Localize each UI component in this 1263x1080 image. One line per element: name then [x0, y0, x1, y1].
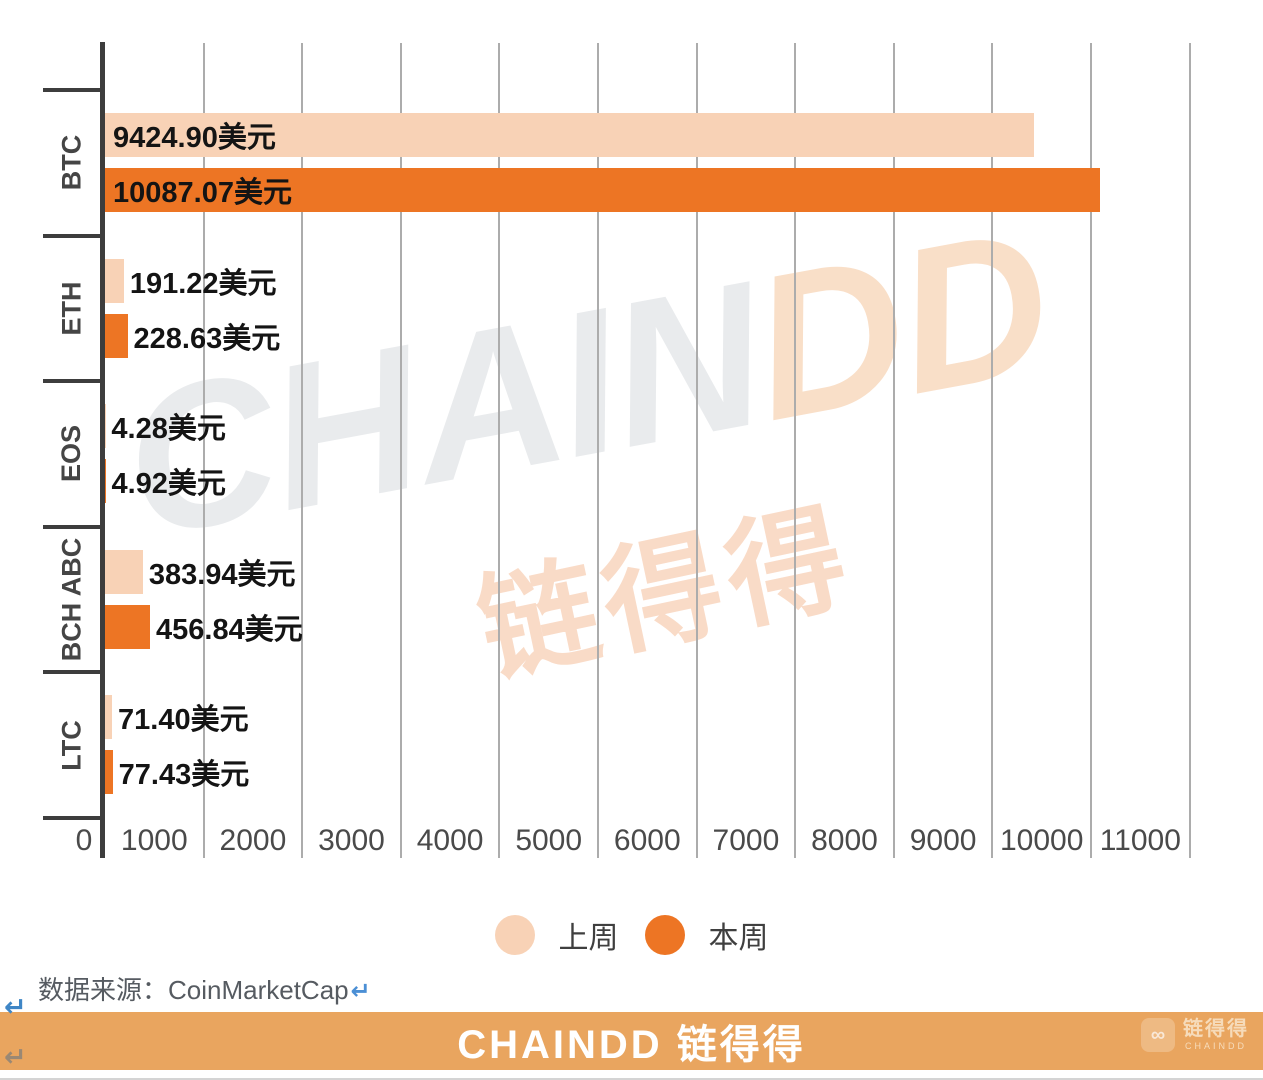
footer-banner: CHAINDD 链得得 ∞ 链得得 CHAINDD	[0, 1012, 1263, 1070]
x-axis-label: 8000	[811, 824, 878, 857]
gridline	[399, 43, 402, 858]
legend-item: 上周	[494, 913, 619, 957]
gridline	[794, 43, 797, 858]
brand-logo-text: 链得得 CHAINDD	[1183, 1019, 1249, 1051]
x-axis-label: 9000	[909, 824, 977, 857]
gridline	[1090, 43, 1092, 858]
value-label: 4.92美元	[111, 468, 226, 501]
category-tick	[43, 233, 105, 238]
category-label-text: EOS	[56, 425, 87, 483]
gridline	[1188, 43, 1191, 858]
source-note-text: 数据来源：CoinMarketCap	[38, 975, 349, 1005]
x-axis-label: 7000	[712, 824, 780, 857]
gridline	[202, 43, 205, 858]
category-tick	[43, 524, 105, 529]
bar-bch-abc-thisweek	[105, 604, 151, 649]
legend: 上周 本周	[0, 910, 1263, 960]
x-axis-label: 0	[75, 824, 93, 857]
value-label: 77.43美元	[118, 759, 250, 792]
value-label: 456.84美元	[156, 613, 303, 646]
category-label-ltc: LTC	[44, 672, 100, 818]
gridline	[498, 43, 501, 858]
x-axis-label: 3000	[318, 824, 385, 857]
value-label: 9424.90美元	[113, 122, 276, 154]
category-label-btc: BTC	[44, 90, 100, 236]
gridline	[695, 43, 698, 858]
bar-ltc-lastweek	[105, 695, 113, 740]
legend-label: 上周	[558, 922, 619, 955]
category-label-eos: EOS	[44, 381, 100, 527]
value-label: 4.28美元	[111, 413, 226, 446]
return-arrow-icon: ↵	[350, 978, 371, 1005]
x-axis-label: 11000	[1099, 824, 1181, 857]
value-label: 191.22美元	[129, 267, 277, 300]
source-note: 数据来源：CoinMarketCap↵	[38, 970, 371, 1007]
x-axis-label: 10000	[999, 824, 1084, 857]
category-label-eth: ETH	[44, 236, 100, 382]
category-label-text: LTC	[56, 719, 87, 771]
brand-logo-sub: CHAINDD	[1184, 1041, 1247, 1051]
value-label: 71.40美元	[118, 704, 249, 737]
bar-eth-thisweek	[105, 313, 128, 358]
category-tick	[43, 816, 105, 820]
bar-eth-lastweek	[105, 258, 124, 303]
gridline	[597, 43, 599, 858]
value-label: 10087.07美元	[113, 177, 292, 209]
category-label-text: ETH	[56, 281, 87, 336]
x-axis-label: 2000	[219, 824, 287, 857]
return-arrow-icon: ↵	[4, 1042, 27, 1072]
category-label-bch-abc: BCH ABC	[44, 527, 100, 673]
bar-bch-abc-lastweek	[105, 549, 143, 594]
bar-btc-lastweek	[105, 113, 1035, 157]
return-arrow-icon: ↵	[4, 992, 27, 1022]
brand-logo-cn: 链得得	[1183, 1018, 1249, 1040]
value-label: 383.94美元	[148, 558, 296, 591]
legend-dot-icon	[644, 915, 685, 955]
legend-label: 本周	[708, 922, 769, 955]
x-axis-label: 6000	[613, 824, 681, 857]
x-axis-label: 5000	[515, 824, 583, 857]
gridline	[301, 43, 304, 858]
watermark-liandede: 链得得	[467, 490, 866, 699]
gridline	[991, 43, 994, 858]
value-label: 228.63美元	[133, 322, 281, 355]
x-axis-label: 1000	[120, 824, 188, 857]
bar-btc-thisweek	[105, 168, 1100, 212]
gridline	[892, 43, 895, 858]
y-axis-line	[100, 42, 105, 858]
watermark-chaindd: CHAINDD	[108, 172, 1200, 581]
page-bottom-strip	[0, 1070, 1263, 1080]
legend-item: 本周	[644, 913, 769, 957]
category-label-text: BCH ABC	[56, 537, 87, 662]
watermark-dd-text: DD	[736, 185, 1066, 465]
x-axis-label: 4000	[416, 824, 484, 857]
bar-ltc-thisweek	[105, 750, 113, 795]
category-tick	[43, 88, 105, 92]
category-tick	[43, 379, 105, 384]
brand-title: CHAINDD 链得得	[457, 1023, 806, 1067]
category-tick	[43, 670, 105, 675]
legend-dot-icon	[494, 915, 535, 955]
category-label-text: BTC	[56, 135, 87, 191]
chain-link-icon: ∞	[1141, 1018, 1175, 1052]
brand-logo: ∞ 链得得 CHAINDD	[1141, 1018, 1249, 1052]
